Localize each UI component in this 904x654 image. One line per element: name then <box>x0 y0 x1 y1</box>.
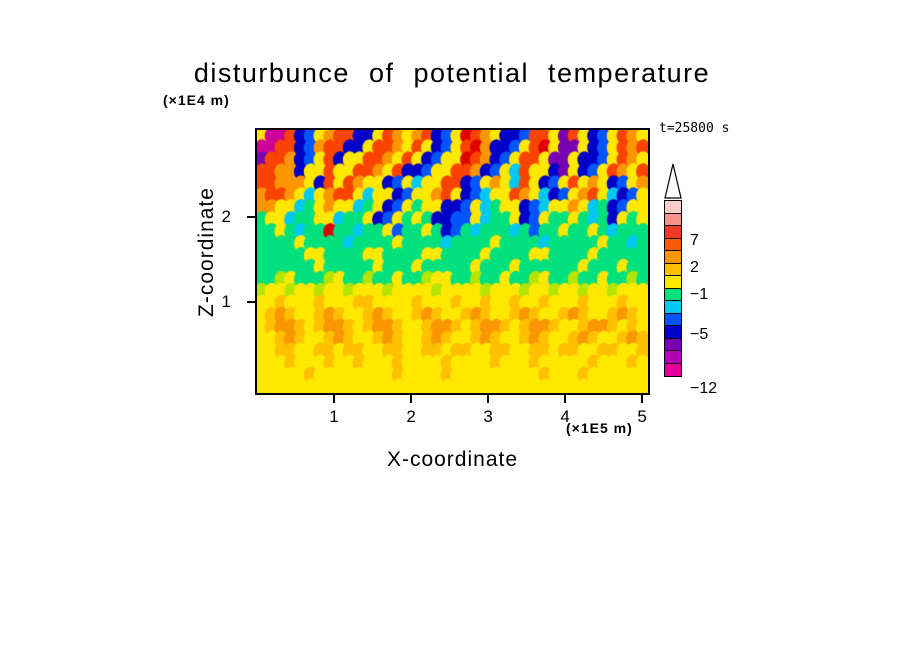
colorbar-label: −12 <box>690 380 718 397</box>
colorbar-block <box>665 263 681 276</box>
z-tick <box>247 300 255 303</box>
colorbar-block <box>665 313 681 326</box>
colorbar-label: −1 <box>690 285 709 303</box>
chart-title: disturbunce of potential temperature <box>193 58 711 88</box>
colorbar-block <box>665 326 681 339</box>
x-tick-label: 4 <box>560 407 570 426</box>
colorbar-block <box>665 338 681 351</box>
time-annotation: t=25800 s <box>659 121 730 136</box>
colorbar-label: −5 <box>690 326 709 343</box>
colorbar-label: 2 <box>690 258 699 276</box>
x-tick-label: 1 <box>329 407 339 426</box>
z-tick-label: 1 <box>221 291 231 311</box>
x-axis-units: (×1E5 m) <box>566 420 633 436</box>
colorbar-block <box>665 226 681 239</box>
x-tick-label: 5 <box>637 407 647 426</box>
colorbar-block <box>665 363 681 376</box>
x-tick-label: 2 <box>406 407 416 426</box>
colorbar-block <box>665 351 681 364</box>
x-tick-label: 3 <box>483 407 493 426</box>
colorbar-block <box>665 213 681 226</box>
colorbar-block <box>665 276 681 289</box>
colorbar-overflow-arrow-icon <box>664 163 682 199</box>
heatmap-canvas <box>257 130 648 393</box>
colorbar-block <box>665 288 681 301</box>
colorbar-block <box>665 251 681 264</box>
x-axis-label: X-coordinate <box>386 448 519 471</box>
colorbar-blocks <box>664 200 682 377</box>
colorbar-block <box>665 201 681 214</box>
plot-frame: 1 2 3 4 5 2 1 <box>222 128 650 426</box>
x-tick <box>410 395 413 403</box>
z-tick-label: 2 <box>221 207 231 227</box>
y-axis-label: Z-coordinate <box>195 187 218 317</box>
z-tick <box>247 216 255 219</box>
x-tick <box>641 395 644 403</box>
colorbar: 7 2 −1 −5 −12 <box>664 163 724 403</box>
x-tick <box>564 395 567 403</box>
colorbar-block <box>665 301 681 314</box>
colorbar-label: 7 <box>690 231 699 249</box>
x-tick <box>487 395 490 403</box>
y-axis-units: (×1E4 m) <box>163 92 230 108</box>
colorbar-block <box>665 238 681 251</box>
x-tick <box>333 395 336 403</box>
